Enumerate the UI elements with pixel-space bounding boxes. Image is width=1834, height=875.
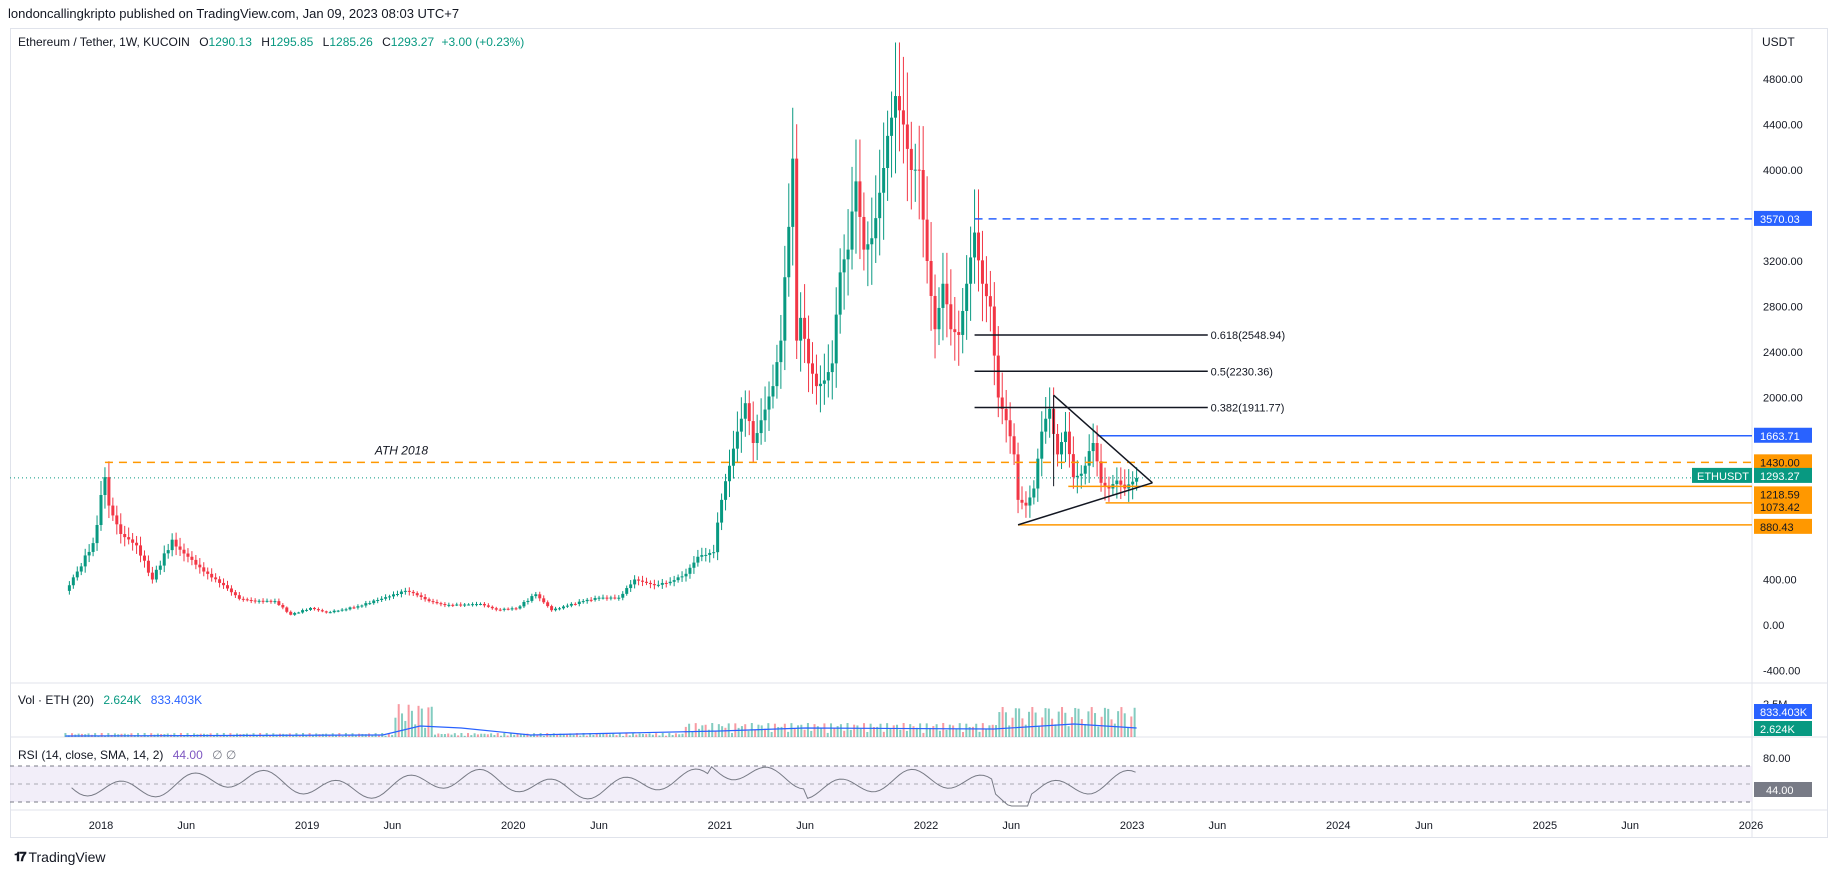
tradingview-logo-icon: 𝟏𝟕 xyxy=(14,849,27,864)
chart-frame xyxy=(10,28,1828,838)
open-label: O xyxy=(199,35,209,49)
close-value: 1293.27 xyxy=(390,35,435,49)
low-label: L xyxy=(322,35,330,49)
publisher-line: londoncallingkripto published on Trading… xyxy=(8,6,460,21)
footer-brand: TradingView xyxy=(28,849,106,865)
volume-header: Vol · ETH (20) 2.624K 833.403K xyxy=(18,693,202,707)
symbol-name[interactable]: Ethereum / Tether, 1W, KUCOIN xyxy=(18,35,190,49)
rsi-extra: ∅ ∅ xyxy=(212,748,237,762)
high-value: 1295.85 xyxy=(269,35,314,49)
currency-label: USDT xyxy=(1762,35,1795,49)
symbol-header: Ethereum / Tether, 1W, KUCOIN O1290.13 H… xyxy=(18,35,524,49)
open-value: 1290.13 xyxy=(208,35,252,49)
high-label: H xyxy=(261,35,270,49)
low-value: 1285.26 xyxy=(329,35,373,49)
change-value: +3.00 (+0.23%) xyxy=(441,35,525,49)
rsi-value: 44.00 xyxy=(172,748,203,762)
volume-ma-value: 833.403K xyxy=(150,693,203,707)
volume-title[interactable]: Vol · ETH (20) xyxy=(18,693,95,707)
rsi-title[interactable]: RSI (14, close, SMA, 14, 2) xyxy=(18,748,164,762)
volume-value: 2.624K xyxy=(103,693,142,707)
rsi-header: RSI (14, close, SMA, 14, 2) 44.00 ∅ ∅ xyxy=(18,748,236,762)
close-label: C xyxy=(382,35,391,49)
footer[interactable]: 𝟏𝟕 TradingView xyxy=(14,849,106,865)
